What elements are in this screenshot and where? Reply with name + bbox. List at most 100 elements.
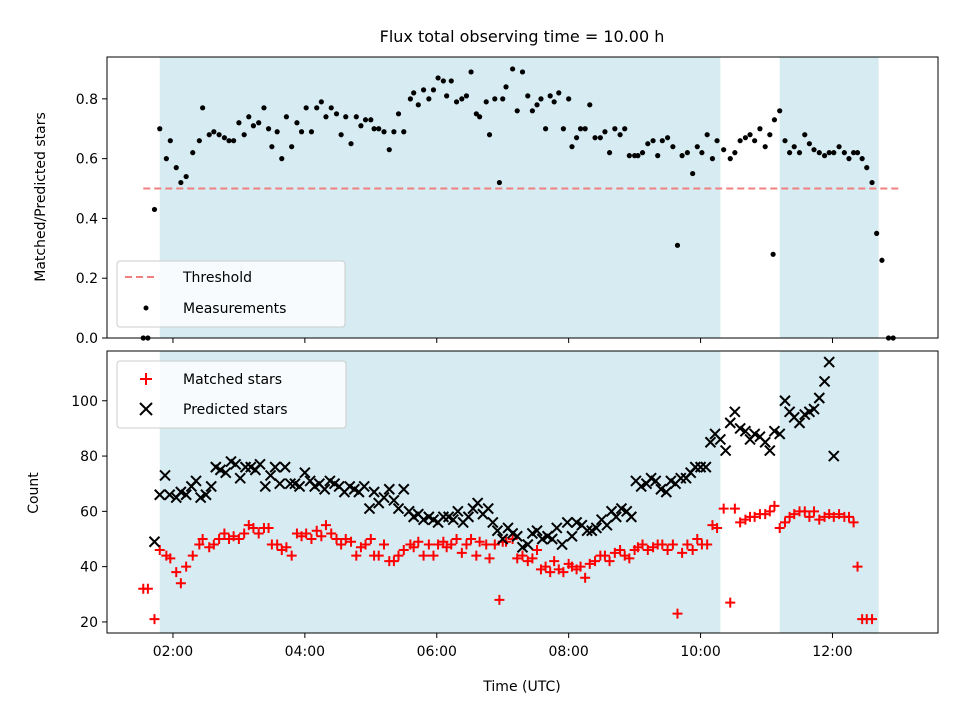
y-tick-label: 0.8	[76, 92, 98, 108]
predicted-star-point	[293, 480, 306, 493]
matched-star-point	[532, 545, 543, 556]
measurement-point	[435, 75, 441, 81]
predicted-star-point	[259, 480, 271, 493]
matched-star-point	[316, 531, 327, 542]
measurement-point	[659, 138, 665, 144]
predicted-star-point	[828, 450, 840, 462]
y-tick-label: 80	[80, 449, 98, 465]
matched-star-point	[154, 545, 165, 556]
matched-star-point	[667, 539, 678, 550]
matched-star-point	[248, 522, 259, 533]
measurement-point	[626, 153, 632, 159]
matched-star-point	[642, 545, 653, 556]
predicted-star-point	[764, 444, 776, 457]
predicted-star-point	[482, 502, 494, 515]
predicted-star-point	[491, 524, 504, 537]
matched-star-point	[848, 517, 859, 528]
matched-star-point	[702, 539, 713, 550]
predicted-star-point	[793, 417, 806, 429]
measurement-point	[353, 114, 359, 120]
legend-predicted-label: Predicted stars	[183, 402, 288, 418]
matched-star-point	[194, 539, 205, 550]
predicted-star-point	[254, 458, 266, 471]
predicted-star-point	[269, 461, 281, 473]
matched-star-point	[446, 539, 457, 550]
measurement-point	[655, 153, 661, 159]
predicted-star-point	[813, 392, 825, 404]
x-axis-label: Time (UTC)	[482, 679, 560, 695]
matched-star-point	[228, 531, 239, 542]
matched-star-point	[609, 547, 620, 558]
bottom-x-ticks: 02:00 04:00 06:00 08:00 10:00 12:00	[153, 633, 853, 660]
matched-star-point	[489, 539, 500, 550]
matched-star-point	[320, 520, 331, 531]
legend-matched-swatch	[140, 373, 152, 385]
measurement-point	[606, 150, 613, 156]
top-y-axis-label: Matched/Predicted stars	[33, 112, 49, 282]
measurement-point	[699, 150, 705, 156]
y-tick-label: 60	[80, 504, 98, 520]
measurement-point	[704, 132, 710, 138]
predicted-star-point	[700, 461, 712, 473]
top-legend-box	[116, 260, 346, 328]
measurement-point	[473, 111, 479, 117]
predicted-star-point	[383, 483, 395, 495]
matched-star-point	[779, 517, 790, 528]
bottom-y-ticks: 20 40 60 80 100	[71, 394, 107, 631]
matched-star-point	[624, 553, 635, 564]
measurement-point	[612, 126, 618, 132]
matched-star-point	[423, 539, 434, 550]
matched-star-point	[286, 550, 297, 561]
matched-star-point	[351, 550, 362, 561]
measurement-point	[573, 135, 580, 141]
predicted-star-point	[447, 513, 459, 526]
measurement-point	[510, 66, 516, 72]
predicted-star-point	[368, 486, 380, 498]
measurement-point	[582, 126, 588, 132]
matched-star-point	[769, 500, 780, 511]
measurement-point	[265, 126, 272, 132]
measurement-point	[459, 96, 465, 102]
predicted-star-point	[546, 533, 558, 545]
matched-star-point	[527, 553, 538, 564]
measurement-point	[538, 96, 544, 102]
measurement-point	[231, 138, 237, 144]
bottom-legend: Matched stars Predicted stars	[116, 360, 347, 429]
matched-star-point	[263, 522, 274, 533]
y-tick-label: 0.0	[76, 331, 98, 347]
measurement-point	[463, 93, 470, 99]
measurements-series	[140, 66, 896, 341]
matched-star-point	[494, 594, 505, 605]
chart-title: Flux total observing time = 10.00 h	[380, 27, 665, 46]
measurement-point	[841, 150, 847, 156]
measurement-point	[407, 96, 413, 102]
matched-star-point	[326, 528, 337, 539]
matched-star-point	[428, 550, 439, 561]
measurement-point	[274, 129, 280, 135]
measurement-point	[246, 114, 252, 120]
measurement-point	[592, 135, 598, 141]
measurement-point	[864, 165, 870, 171]
predicted-star-point	[808, 403, 820, 415]
measurement-point	[314, 105, 320, 111]
measurement-point	[826, 150, 832, 156]
predicted-star-point	[556, 538, 568, 551]
measurement-point	[577, 126, 584, 132]
matched-star-point	[692, 534, 703, 544]
legend-predicted-swatch	[139, 402, 153, 416]
predicted-star-point	[279, 461, 291, 473]
measurement-point	[622, 126, 628, 132]
measurement-point	[241, 132, 247, 138]
matched-star-point	[373, 550, 384, 561]
measurement-point	[483, 99, 489, 105]
measurement-point	[261, 105, 267, 111]
top-panel: 0.0 0.2 0.4 0.6 0.8 Flux total observing tim…	[33, 27, 939, 347]
measurement-point	[732, 150, 738, 156]
measurement-point	[639, 150, 646, 156]
matched-star-point	[712, 522, 723, 533]
predicted-star-point	[818, 375, 831, 388]
predicted-star-point	[234, 472, 246, 484]
measurement-point	[650, 138, 656, 144]
matched-star-point	[393, 550, 404, 561]
matched-star-point	[301, 528, 312, 539]
